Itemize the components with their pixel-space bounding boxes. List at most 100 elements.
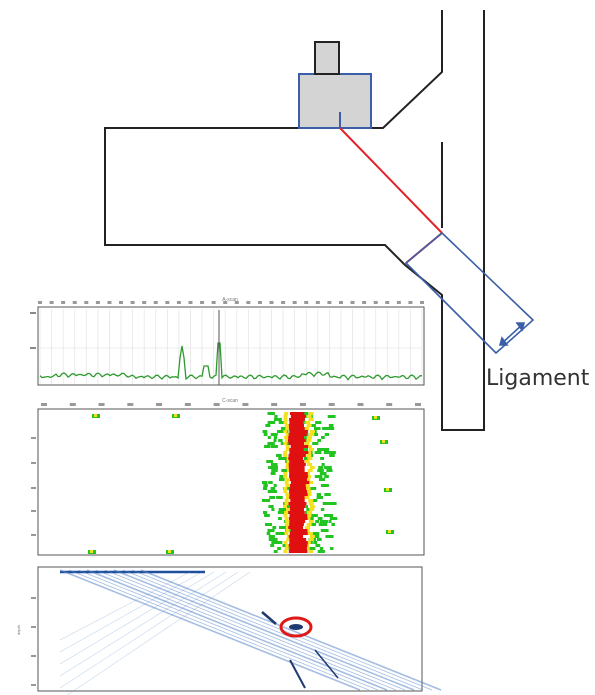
bscan-trace [261,611,277,625]
ascan-tick [396,301,401,304]
cscan-cell [304,496,310,499]
cscan-cell [281,526,287,529]
cscan-cell [283,514,288,517]
cscan-cell [306,523,312,526]
bscan-trace [59,571,203,653]
cscan-cell [267,412,275,415]
cscan-cell [288,457,304,460]
cscan-cell [330,451,336,454]
cscan-cell [288,526,304,529]
cscan-cell [277,430,283,433]
cscan-cell [283,418,288,421]
cscan-cell [289,538,307,541]
cscan-cell [283,421,288,424]
cscan-cell [267,442,275,445]
cscan-left-ticks [31,437,36,536]
cscan-cell [316,493,321,496]
cscan-cell [324,493,331,496]
cscan-cell [306,493,312,496]
cscan-cell [289,547,307,550]
ascan-y-tick-mid [30,347,36,349]
cscan-cell [331,523,335,526]
cscan-cell [273,484,277,487]
cscan-cell [284,499,289,502]
cscan-cell [285,484,290,487]
cscan-cell [304,442,310,445]
cscan-cell [289,478,308,481]
cscan-cell [285,520,290,523]
cscan-cell [286,496,291,499]
cscan-cell [309,517,314,520]
ascan-tick [153,301,158,304]
cscan-cell [306,439,312,442]
cscan-cell [308,418,314,421]
ascan-tick [142,301,147,304]
cscan-cell [285,427,290,430]
ascan-tick [200,301,205,304]
cscan-cell [285,466,290,469]
ascan-tick [257,301,262,304]
cscan-cell [276,496,283,499]
cscan-cell [317,448,325,451]
cscan-cell [306,490,312,493]
cscan-cell [329,502,337,505]
cscan-cell [312,535,320,538]
cscan-cell [319,478,326,481]
cscan-cell [268,466,273,469]
cscan-tick [357,403,364,406]
cscan-y-tick [31,487,36,489]
cscan-cell [270,544,275,547]
cscan-cell [272,526,277,529]
cscan-cell [271,466,279,469]
ascan-tick [281,301,286,304]
cscan-cell [300,448,309,451]
cscan-cell [270,445,278,448]
cscan-cell [273,439,277,442]
cscan-cell [312,442,319,445]
cscan-cell [388,530,391,533]
bscan-trace [122,569,424,691]
cscan-frame [37,408,425,556]
bscan-left-ticks [31,597,36,686]
cscan-tick [242,403,249,406]
ascan-tick [107,301,112,304]
cscan-cell [309,508,315,511]
cscan-cell [270,472,276,475]
cscan-cell [270,463,278,466]
cscan-cell [325,535,333,538]
cscan-cell [268,481,273,484]
cscan-cell [289,493,308,496]
cscan-cell [289,508,305,511]
ascan-tick [304,301,309,304]
cscan-cell [306,424,312,427]
cscan-cell [278,508,286,511]
cscan-cell [264,445,271,448]
cscan-cell [284,439,289,442]
cscan-cell [317,550,325,553]
cscan-cell [289,412,305,415]
ascan-tick [350,301,355,304]
cscan-cell [286,469,291,472]
cscan-cell [289,505,306,508]
cscan-cell [272,490,277,493]
cscan-cell [288,427,305,430]
cscan-cell [267,421,276,424]
bscan-y-tick [31,655,36,657]
ligament-region [404,231,535,355]
cscan-cell [168,550,171,553]
cscan-cell [324,448,330,451]
cscan-tick [213,403,220,406]
cscan-tick [98,403,105,406]
cscan-cell [283,442,288,445]
cscan-y-tick [31,510,36,512]
cscan-cell [313,541,318,544]
cscan-cell [308,499,314,502]
bscan-trace [289,659,306,689]
cscan-cell [306,445,312,448]
ascan-tick [211,301,216,304]
cscan-tick [386,403,393,406]
cscan-cell [314,451,322,454]
cscan-cell [284,502,289,505]
bscan-trace [59,569,361,691]
cscan-cell [283,550,288,553]
